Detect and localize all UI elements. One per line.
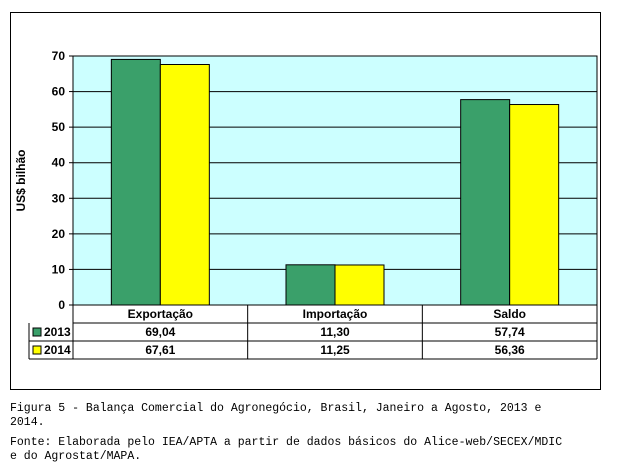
- legend-label-2013: 2013: [44, 325, 71, 339]
- data-label-2013-2: 57,74: [495, 325, 525, 339]
- legend-label-2014: 2014: [44, 343, 71, 357]
- data-label-2013-1: 11,30: [320, 325, 350, 339]
- y-tick-label-0: 0: [58, 298, 65, 312]
- figure-caption: Figura 5 - Balança Comercial do Agronegó…: [10, 402, 542, 429]
- bar-2014-2: [509, 104, 560, 306]
- bar-2013-2: [460, 99, 511, 306]
- source-caption: Fonte: Elaborada pelo IEA/APTA a partir …: [10, 436, 563, 463]
- bar-2013-1: [285, 264, 336, 306]
- bar-chart: 0 10 20 30 40 50 60 70 US$ bilhão Exportação Impor…: [14, 49, 598, 360]
- bar-2013-0: [110, 58, 161, 306]
- legend-swatch-2013: [32, 327, 42, 337]
- bar-2014-1: [334, 264, 385, 306]
- y-tick-label-70: 70: [52, 49, 66, 63]
- category-label-2: Saldo: [493, 307, 526, 321]
- y-tick-label-30: 30: [52, 191, 66, 205]
- y-axis-label: US$ bilhão: [14, 149, 28, 211]
- y-tick-label-10: 10: [52, 262, 66, 276]
- data-label-2014-0: 67,61: [145, 343, 175, 357]
- bar-2014-0: [159, 64, 210, 306]
- y-tick-label-60: 60: [52, 85, 66, 99]
- legend-swatch-2014: [32, 345, 42, 355]
- data-label-2014-1: 11,25: [320, 343, 350, 357]
- data-label-2013-0: 69,04: [145, 325, 175, 339]
- category-label-1: Importação: [303, 307, 368, 321]
- chart-frame: 0 10 20 30 40 50 60 70 US$ bilhão Exportação Impor…: [10, 12, 601, 390]
- data-label-2014-2: 56,36: [495, 343, 525, 357]
- y-tick-label-40: 40: [52, 156, 66, 170]
- y-tick-label-20: 20: [52, 227, 66, 241]
- y-tick-label-50: 50: [52, 120, 66, 134]
- category-label-0: Exportação: [128, 307, 193, 321]
